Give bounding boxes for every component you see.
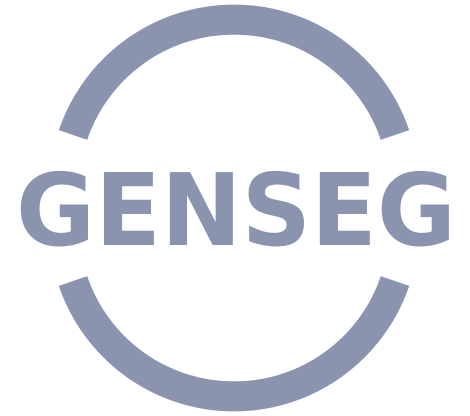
logo-wordmark: GENSEG <box>16 152 456 269</box>
ring-top-arc <box>58 4 410 140</box>
ring-bottom-arc <box>58 276 410 412</box>
